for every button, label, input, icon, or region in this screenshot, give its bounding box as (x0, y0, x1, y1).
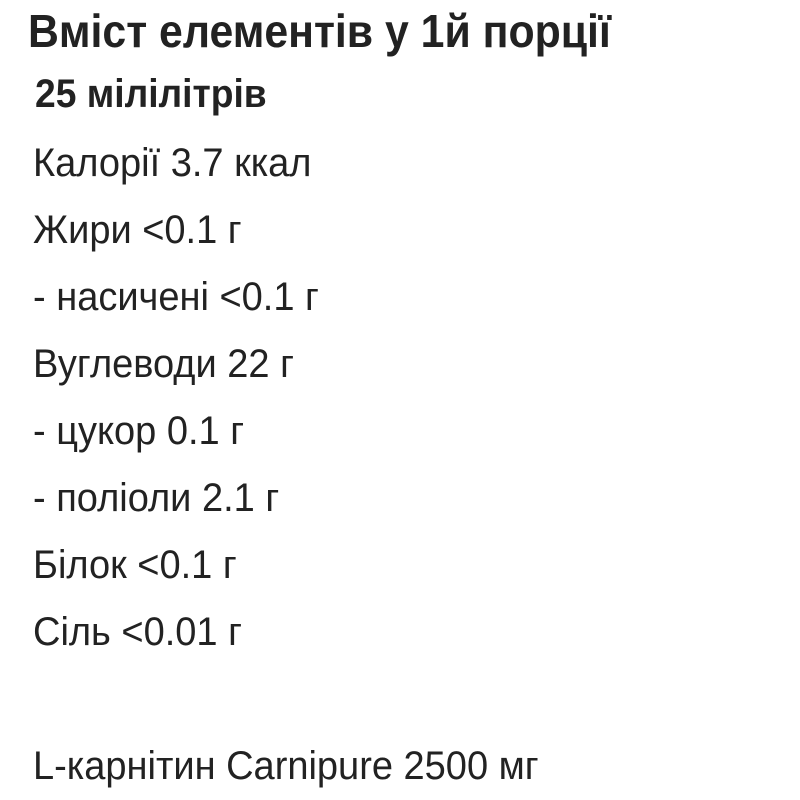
nutrition-row-salt: Сіль <0.01 г (33, 610, 242, 654)
nutrition-row-fat: Жири <0.1 г (33, 208, 242, 252)
nutrition-row-sugar: - цукор 0.1 г (33, 409, 245, 453)
nutrition-row-carbs: Вуглеводи 22 г (33, 342, 294, 386)
nutrition-row-calories: Калорії 3.7 ккал (33, 141, 312, 185)
page-title: Вміст елементів у 1й порції (28, 5, 611, 57)
carnitine-content: L-карнітин Carnipure 2500 мг (33, 744, 539, 788)
nutrition-row-saturated: - насичені <0.1 г (33, 275, 319, 319)
serving-size: 25 мілілітрів (35, 72, 267, 116)
nutrition-row-protein: Білок <0.1 г (33, 543, 237, 587)
nutrition-row-polyols: - поліоли 2.1 г (33, 476, 280, 520)
